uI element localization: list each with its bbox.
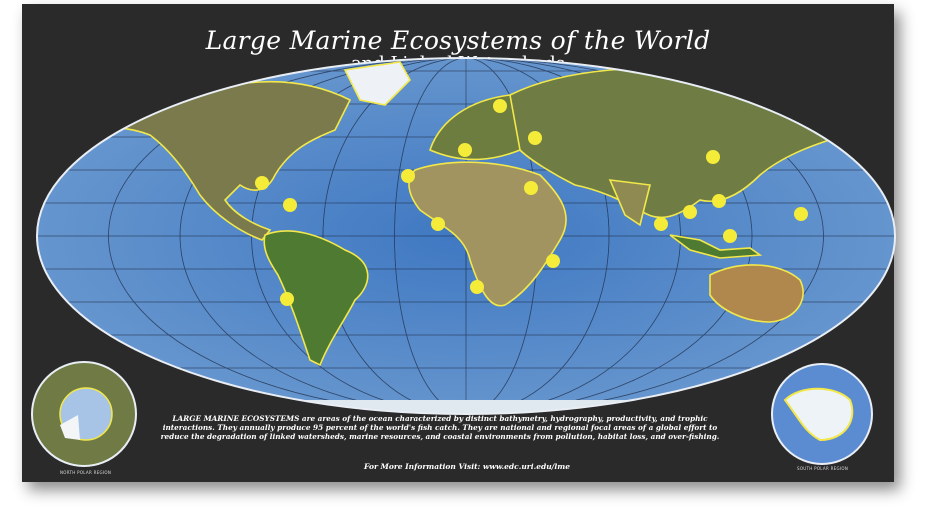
lme-marker: [683, 205, 697, 219]
more-info-link[interactable]: For More Information Visit: www.edc.uri.…: [364, 462, 570, 471]
south-polar-inset: [771, 363, 873, 465]
north-polar-inset: [31, 361, 137, 467]
lme-marker: [546, 254, 560, 268]
description: LARGE MARINE ECOSYSTEMS are areas of the…: [150, 414, 730, 442]
south-america: [263, 230, 369, 367]
north-polar-label: NORTH POLAR REGION: [60, 470, 112, 475]
lme-marker: [470, 280, 484, 294]
lme-marker: [431, 217, 445, 231]
lme-marker: [712, 194, 726, 208]
description-text: are areas of the ocean characterized by …: [160, 414, 720, 442]
africa: [408, 161, 567, 307]
lme-marker: [493, 99, 507, 113]
lme-marker: [794, 207, 808, 221]
greenland: [343, 61, 411, 106]
south-polar-label: SOUTH POLAR REGION: [797, 466, 849, 471]
lme-marker: [401, 169, 415, 183]
lme-marker: [706, 150, 720, 164]
australia: [709, 264, 804, 323]
lme-marker: [283, 198, 297, 212]
lme-marker: [654, 217, 668, 231]
lme-marker: [280, 292, 294, 306]
lme-marker: [458, 143, 472, 157]
north-america: [93, 80, 352, 241]
india: [608, 179, 651, 227]
lme-marker: [255, 176, 269, 190]
marker-layer: [255, 99, 808, 306]
lme-marker: [524, 181, 538, 195]
description-lead: LARGE MARINE ECOSYSTEMS: [172, 414, 300, 423]
lme-marker: [528, 131, 542, 145]
map-title: Large Marine Ecosystems of the World: [205, 26, 711, 55]
indonesia: [669, 234, 763, 259]
map-border: [36, 57, 896, 415]
lme-marker: [723, 229, 737, 243]
